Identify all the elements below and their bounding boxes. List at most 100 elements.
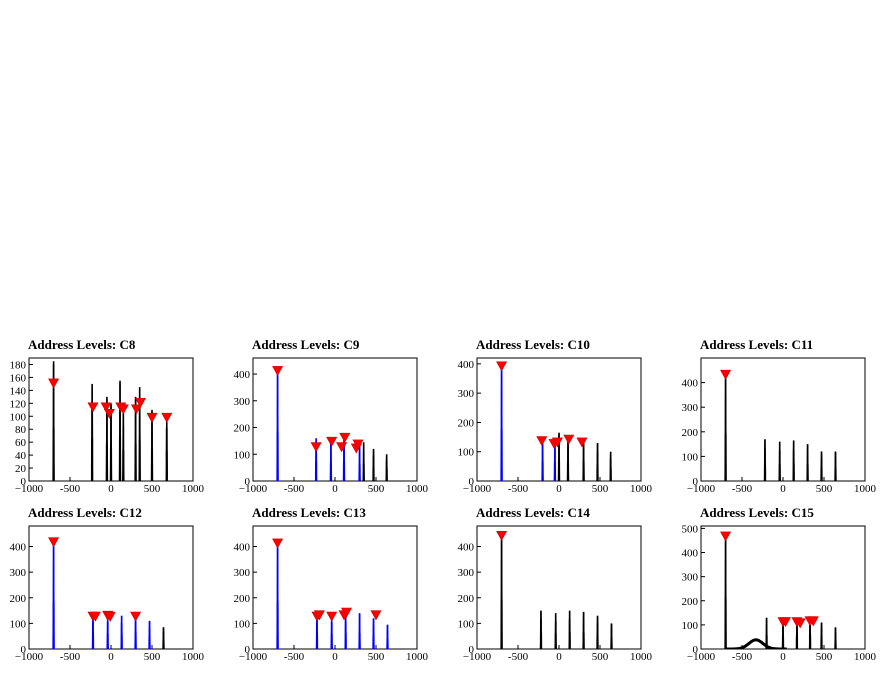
y-tick-label: 400 [234, 542, 251, 554]
chart-title: Address Levels: C9 [252, 337, 360, 352]
y-tick-label: 400 [682, 548, 699, 560]
peak-marker [340, 607, 353, 618]
peak-marker [130, 611, 142, 622]
chart-title: Address Levels: C15 [700, 505, 814, 520]
peak-marker [536, 436, 548, 447]
chart-svg: −1000 -500 0 500 1000 0 100 200 300 400 [458, 525, 653, 663]
peak-marker [576, 437, 588, 448]
x-tick-label: 0 [108, 651, 114, 663]
peak-marker [339, 432, 351, 443]
x-tick-label: 0 [556, 651, 562, 663]
y-tick-label: 200 [10, 593, 27, 605]
chart-title: Address Levels: C10 [476, 337, 590, 352]
y-tick-label: 120 [10, 398, 27, 410]
chart-title: Address Levels: C12 [28, 505, 142, 520]
x-tick-label: -500 [732, 483, 753, 495]
x-tick-label: -500 [508, 483, 529, 495]
x-tick-label: 0 [332, 483, 338, 495]
x-tick-label: 1000 [406, 483, 429, 495]
peak-marker [134, 398, 147, 408]
x-tick-label: 500 [592, 651, 609, 663]
series-group [500, 363, 612, 481]
x-tick-label: 1000 [182, 651, 205, 663]
y-tick-label: 400 [234, 369, 251, 381]
x-tick-label: -500 [60, 651, 81, 663]
peak-marker [720, 531, 732, 542]
chart-panel: Address Levels: C15 −1000 -500 0 500 1000 0 100… [672, 505, 896, 676]
y-tick-label: 0 [21, 644, 27, 656]
chart-svg: −1000 -500 0 500 100002040608010012014016018… [10, 357, 205, 495]
y-tick-label: 0 [469, 644, 475, 656]
x-tick-label: 0 [780, 651, 786, 663]
y-tick-label: 100 [234, 449, 251, 461]
series-group [276, 541, 389, 649]
peak-marker [310, 442, 322, 453]
peak-marker [272, 366, 284, 377]
chart-panel: Address Levels: C13 −1000 -500 0 500 1000 0 100… [224, 505, 448, 676]
y-tick-label: 180 [10, 359, 27, 371]
peak-marker [48, 378, 60, 389]
x-tick-label: -500 [732, 651, 753, 663]
x-tick-label: 500 [144, 651, 161, 663]
x-tick-label: -500 [284, 483, 305, 495]
y-tick-label: 80 [15, 424, 27, 436]
x-tick-label: 1000 [854, 651, 877, 663]
chart-panel: Address Levels: C9 −1000 -500 0 500 1000 0 100 2… [224, 337, 448, 508]
peak-marker [117, 404, 129, 415]
y-tick-label: 300 [682, 402, 699, 414]
x-tick-label: 1000 [630, 651, 653, 663]
series-group [724, 372, 837, 481]
x-tick-label: −1000 [463, 483, 492, 495]
y-tick-label: 300 [682, 572, 699, 584]
chart-svg: −1000 -500 0 500 1000 0 100 200 300 400 [234, 357, 429, 495]
peak-marker [496, 531, 508, 541]
y-tick-label: 0 [469, 476, 475, 488]
y-tick-label: 60 [15, 437, 27, 449]
y-tick-label: 200 [234, 423, 251, 435]
peak-marker [326, 611, 338, 622]
x-tick-label: 0 [108, 483, 114, 495]
y-tick-label: 300 [10, 567, 27, 579]
series-group [500, 536, 613, 649]
y-tick-label: 100 [10, 411, 27, 423]
chart-title: Address Levels: C8 [28, 337, 136, 352]
peak-marker [563, 434, 575, 445]
x-tick-label: 1000 [406, 651, 429, 663]
y-tick-label: 400 [10, 542, 27, 554]
x-tick-label: −1000 [15, 483, 44, 495]
y-tick-label: 500 [682, 523, 699, 535]
y-tick-label: 0 [693, 644, 699, 656]
peak-marker [146, 412, 158, 423]
y-tick-label: 200 [458, 417, 475, 429]
y-tick-label: 200 [682, 427, 699, 439]
peak-marker [104, 611, 116, 622]
x-tick-label: −1000 [687, 651, 716, 663]
y-tick-label: 20 [15, 463, 27, 475]
y-tick-label: 0 [245, 644, 251, 656]
y-tick-label: 400 [682, 378, 699, 390]
chart-panel: Address Levels: C10 −1000 -500 0 500 1000 0 100… [448, 337, 672, 508]
peak-marker [313, 610, 325, 621]
peak-marker [326, 436, 338, 447]
peak-marker [779, 617, 792, 628]
peak-marker [720, 369, 732, 380]
y-tick-label: 100 [10, 618, 27, 630]
y-tick-label: 200 [458, 593, 475, 605]
y-tick-label: 100 [458, 447, 475, 459]
y-tick-label: 400 [458, 359, 475, 371]
y-tick-label: 0 [693, 476, 699, 488]
chart-title: Address Levels: C14 [476, 505, 590, 520]
x-tick-label: 500 [368, 651, 385, 663]
y-tick-label: 300 [234, 396, 251, 408]
series-group [724, 535, 837, 649]
x-tick-label: 500 [816, 651, 833, 663]
chart-svg: −1000 -500 0 500 1000 0 100 200 300 400 [234, 525, 429, 663]
chart-panel: Address Levels: C14 −1000 -500 0 500 1000 0 100… [448, 505, 672, 676]
x-tick-label: 1000 [854, 483, 877, 495]
peak-marker [48, 537, 60, 548]
peak-marker [807, 616, 819, 627]
chart-svg: −1000 -500 0 500 1000 0 100 200 300 400 [10, 525, 205, 663]
x-tick-label: −1000 [239, 651, 268, 663]
y-tick-label: 300 [458, 388, 475, 400]
